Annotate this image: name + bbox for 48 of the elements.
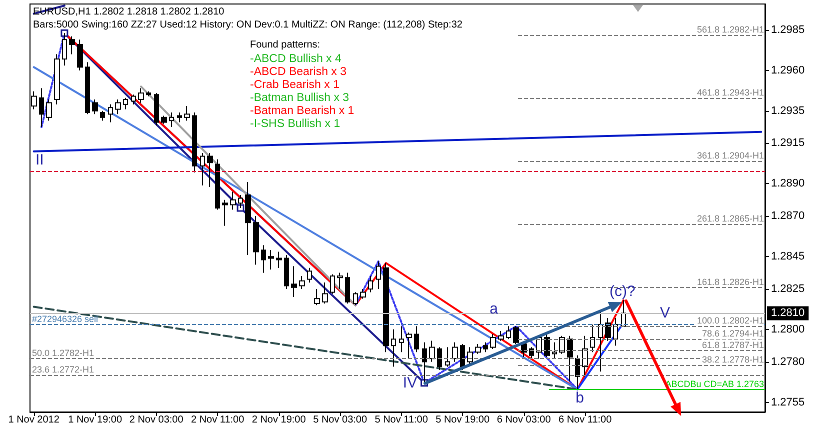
annotation: -Batman Bullish x 3 — [250, 92, 350, 104]
ref-line-label: 50.0 1.2782-H1 — [32, 348, 94, 358]
ref-line-label: 100.0 1.2802-H1 — [696, 316, 764, 326]
annotation: -I-SHS Bullish x 1 — [250, 118, 340, 130]
annotation: II — [35, 151, 44, 168]
ref-line-label: 461.8 1.2943-H1 — [696, 87, 764, 98]
x-tick-label: 5 Nov 19:00 — [436, 414, 490, 426]
y-tick-label: 1.2960 — [771, 64, 805, 76]
ref-line-label: 61.8 1.2787-H1 — [702, 340, 764, 350]
ref-line-label: 23.6 1.2772-H1 — [32, 364, 94, 374]
x-tick-label: 5 Nov 03:00 — [313, 414, 368, 426]
y-tick-label: 1.2890 — [771, 178, 805, 190]
y-tick-label: 1.2935 — [771, 104, 805, 117]
y-tick-label: 1.2800 — [771, 323, 805, 336]
y-tick-label: 1.2985 — [771, 24, 805, 36]
x-tick-label: 1 Nov 19:00 — [68, 414, 122, 426]
x-tick-label: 6 Nov 03:00 — [496, 414, 552, 426]
ref-line-label: 561.8 1.2982-H1 — [696, 24, 764, 34]
ref-line-label: #272946326 sell — [32, 314, 98, 324]
annotation: -ABCD Bearish x 3 — [250, 66, 347, 78]
y-tick-label: 1.2915 — [771, 137, 805, 150]
annotation: (c)? — [609, 282, 636, 300]
y-tick-label: 1.2845 — [771, 250, 805, 263]
x-tick-label: 2 Nov 11:00 — [190, 414, 245, 426]
annotation: b — [576, 390, 584, 407]
x-tick-label: 2 Nov 19:00 — [252, 414, 306, 426]
annotation: IV — [402, 374, 418, 392]
ref-line-label: 1.2810 — [771, 307, 805, 320]
annotation: -Batman Bearish x 1 — [250, 105, 354, 117]
x-tick-label: 2 Nov 03:00 — [129, 414, 184, 426]
ref-line-label: 38.2 1.2778-H1 — [702, 354, 764, 365]
y-tick-label: 1.2825 — [771, 282, 805, 295]
y-tick-label: 1.2870 — [771, 210, 805, 222]
annotation: a — [490, 300, 499, 318]
annotation: -Crab Bearish x 1 — [250, 79, 340, 91]
y-tick-label: 1.2780 — [771, 356, 805, 368]
text: Bars:5000 Swing:160 ZZ:27 Used:12 History: ON Dev:0.1 MultiZZ: ON Range: (112,208) Step:32 — [33, 20, 463, 30]
x-tick-label: 5 Nov 11:00 — [374, 414, 428, 426]
ref-line-label: 361.8 1.2904-H1 — [696, 150, 764, 161]
x-tick-label: 1 Nov 2012 — [8, 414, 60, 426]
annotation: Found patterns: — [250, 40, 320, 50]
y-tick-label: 1.2755 — [771, 396, 805, 408]
annotation: V — [660, 304, 670, 322]
ref-line-label: 261.8 1.2865-H1 — [696, 214, 764, 224]
x-tick-label: 6 Nov 11:00 — [558, 414, 612, 426]
ref-line-label: 161.8 1.2826-H1 — [696, 276, 764, 287]
ref-line-label: 78.6 1.2794-H1 — [702, 328, 764, 339]
annotation: -ABCD Bullish x 4 — [250, 53, 342, 65]
